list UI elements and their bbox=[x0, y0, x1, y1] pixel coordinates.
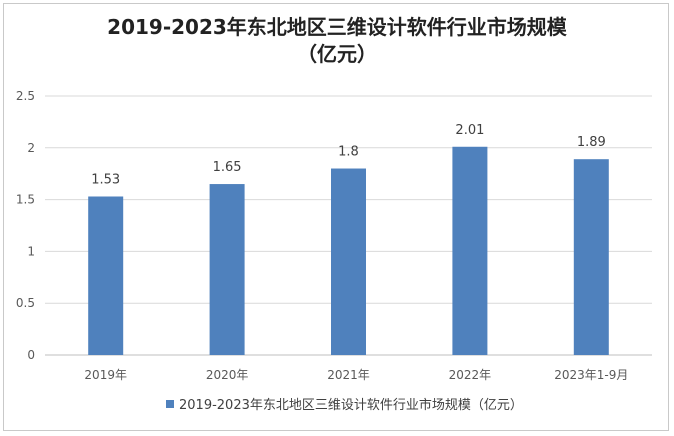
y-tick-label: 2 bbox=[27, 141, 35, 155]
data-label: 1.65 bbox=[213, 160, 242, 175]
y-axis-ticks: 0 0.5 1 1.5 2 2.5 bbox=[16, 89, 35, 362]
y-tick-label: 2.5 bbox=[16, 89, 35, 103]
y-tick-label: 1 bbox=[27, 244, 35, 258]
legend-swatch bbox=[166, 400, 174, 408]
y-tick-label: 1.5 bbox=[16, 193, 35, 207]
y-tick-label: 0.5 bbox=[16, 296, 35, 310]
data-label: 2.01 bbox=[455, 123, 484, 138]
data-label: 1.89 bbox=[577, 135, 606, 150]
bar bbox=[209, 184, 245, 355]
x-tick-label: 2022年 bbox=[449, 368, 492, 382]
legend: 2019-2023年东北地区三维设计软件行业市场规模（亿元） bbox=[166, 397, 523, 413]
data-label: 1.53 bbox=[91, 172, 120, 187]
data-label: 1.8 bbox=[338, 145, 359, 160]
x-tick-label: 2021年 bbox=[327, 368, 370, 382]
bars bbox=[88, 146, 609, 355]
chart-title-line2: （亿元） bbox=[297, 42, 377, 66]
x-axis-ticks: 2019年 2020年 2021年 2022年 2023年1-9月 bbox=[84, 368, 628, 382]
x-tick-label: 2019年 bbox=[84, 368, 127, 382]
bar bbox=[573, 159, 609, 355]
chart-title: 2019-2023年东北地区三维设计软件行业市场规模 （亿元） bbox=[0, 14, 674, 68]
x-tick-label: 2023年1-9月 bbox=[554, 368, 628, 382]
data-labels: 1.53 1.65 1.8 2.01 1.89 bbox=[91, 123, 606, 188]
chart-title-line1: 2019-2023年东北地区三维设计软件行业市场规模 bbox=[107, 15, 567, 39]
bar bbox=[452, 146, 488, 355]
y-tick-label: 0 bbox=[27, 348, 35, 362]
bar bbox=[88, 196, 124, 355]
bar bbox=[331, 168, 366, 355]
legend-label: 2019-2023年东北地区三维设计软件行业市场规模（亿元） bbox=[179, 397, 523, 413]
x-tick-label: 2020年 bbox=[206, 368, 249, 382]
